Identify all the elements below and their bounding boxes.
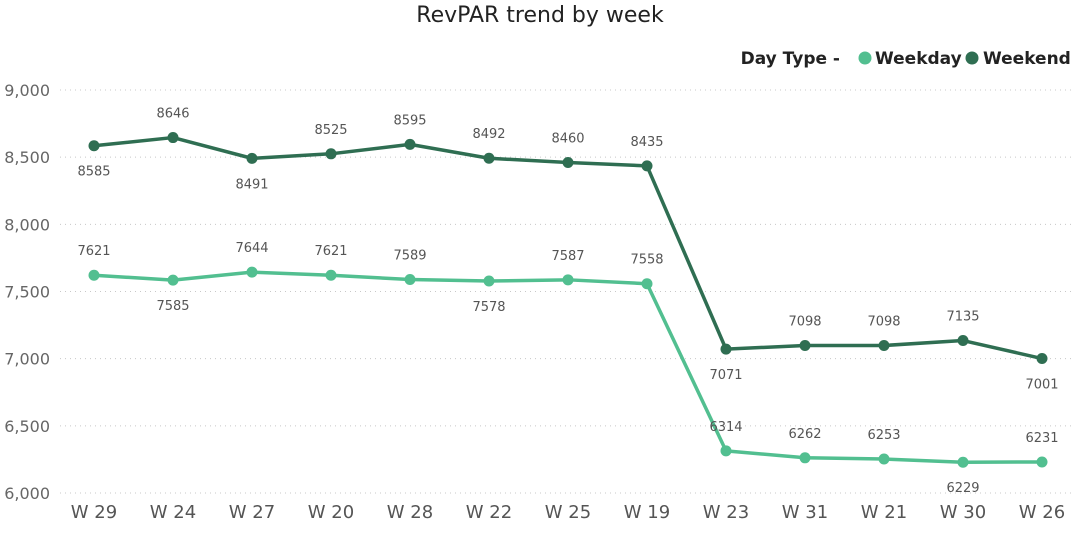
y-tick-label: 6,500: [4, 417, 50, 436]
legend-title: Day Type -: [741, 49, 840, 69]
data-label-weekend: 7098: [788, 315, 821, 330]
legend-label-weekday: Weekday: [875, 49, 962, 69]
data-label-weekend: 7071: [709, 368, 742, 383]
x-tick-label: W 24: [150, 502, 196, 523]
data-label-weekday: 6229: [946, 481, 979, 496]
data-label-weekday: 7578: [472, 300, 505, 315]
data-point-weekend[interactable]: [879, 340, 890, 351]
data-label-weekend: 8525: [314, 123, 347, 138]
legend-marker-weekend: [966, 52, 979, 65]
data-point-weekday[interactable]: [405, 274, 416, 285]
data-point-weekend[interactable]: [168, 132, 179, 143]
legend-marker-weekday: [859, 52, 872, 65]
data-label-weekday: 7585: [156, 299, 189, 314]
x-tick-label: W 22: [466, 502, 512, 523]
data-point-weekend[interactable]: [721, 344, 732, 355]
data-point-weekday[interactable]: [326, 270, 337, 281]
data-label-weekend: 8460: [551, 132, 584, 147]
data-label-weekday: 6253: [867, 428, 900, 443]
y-tick-label: 7,000: [4, 350, 50, 369]
data-label-weekday: 6231: [1025, 431, 1058, 446]
data-point-weekend[interactable]: [642, 160, 653, 171]
data-point-weekday[interactable]: [563, 274, 574, 285]
data-label-weekend: 7135: [946, 310, 979, 325]
data-label-weekday: 7587: [551, 249, 584, 264]
data-point-weekday[interactable]: [642, 278, 653, 289]
data-label-weekend: 7098: [867, 315, 900, 330]
x-tick-label: W 31: [782, 502, 828, 523]
data-point-weekend[interactable]: [326, 148, 337, 159]
x-axis: W 29 W 24 W 27 W 20 W 28 W 22 W 25 W 19 W 23 W 31…: [71, 502, 1065, 523]
x-tick-label: W 27: [229, 502, 275, 523]
x-tick-label: W 23: [703, 502, 749, 523]
y-tick-label: 8,500: [4, 148, 50, 167]
data-point-weekday[interactable]: [800, 452, 811, 463]
data-label-weekend: 8646: [156, 107, 189, 122]
x-tick-label: W 19: [624, 502, 670, 523]
data-point-weekend[interactable]: [247, 153, 258, 164]
x-tick-label: W 30: [940, 502, 986, 523]
y-tick-label: 6,000: [4, 484, 50, 503]
data-label-weekend: 8492: [472, 127, 505, 142]
data-point-weekday[interactable]: [89, 270, 100, 281]
data-label-weekday: 7558: [630, 253, 663, 268]
data-point-weekday[interactable]: [168, 275, 179, 286]
data-point-weekend[interactable]: [484, 153, 495, 164]
data-label-weekday: 7621: [77, 244, 110, 259]
x-tick-label: W 20: [308, 502, 354, 523]
series-markers: [89, 132, 1048, 468]
legend: Day Type - Weekday Weekend: [741, 49, 1071, 69]
data-label-weekday: 7644: [235, 241, 268, 256]
legend-label-weekend: Weekend: [983, 49, 1071, 69]
data-point-weekend[interactable]: [800, 340, 811, 351]
y-tick-label: 7,500: [4, 283, 50, 302]
data-label-weekend: 8595: [393, 113, 426, 128]
data-point-weekend[interactable]: [1037, 353, 1048, 364]
x-tick-label: W 29: [71, 502, 117, 523]
x-tick-label: W 21: [861, 502, 907, 523]
data-label-weekday: 7589: [393, 249, 426, 264]
x-tick-label: W 28: [387, 502, 433, 523]
y-tick-label: 9,000: [4, 81, 50, 100]
y-axis: 6,000 6,500 7,000 7,500 8,000 8,500 9,000: [4, 81, 50, 503]
data-label-weekend: 8435: [630, 135, 663, 150]
data-label-weekend: 8491: [235, 177, 268, 192]
data-label-weekday: 7621: [314, 244, 347, 259]
data-point-weekday[interactable]: [247, 267, 258, 278]
data-point-weekend[interactable]: [563, 157, 574, 168]
data-label-weekday: 6314: [709, 420, 742, 435]
data-point-weekend[interactable]: [89, 140, 100, 151]
data-point-weekday[interactable]: [721, 445, 732, 456]
x-tick-label: W 25: [545, 502, 591, 523]
gridlines: [60, 90, 1072, 493]
chart-title: RevPAR trend by week: [416, 3, 664, 28]
data-point-weekday[interactable]: [1037, 456, 1048, 467]
y-tick-label: 8,000: [4, 215, 50, 234]
data-label-weekend: 7001: [1025, 378, 1058, 393]
data-point-weekend[interactable]: [405, 139, 416, 150]
data-point-weekend[interactable]: [958, 335, 969, 346]
data-label-weekday: 6262: [788, 427, 821, 442]
data-point-weekday[interactable]: [879, 454, 890, 465]
data-point-weekday[interactable]: [958, 457, 969, 468]
data-label-weekend: 8585: [77, 165, 110, 180]
data-point-weekday[interactable]: [484, 276, 495, 287]
x-tick-label: W 26: [1019, 502, 1065, 523]
